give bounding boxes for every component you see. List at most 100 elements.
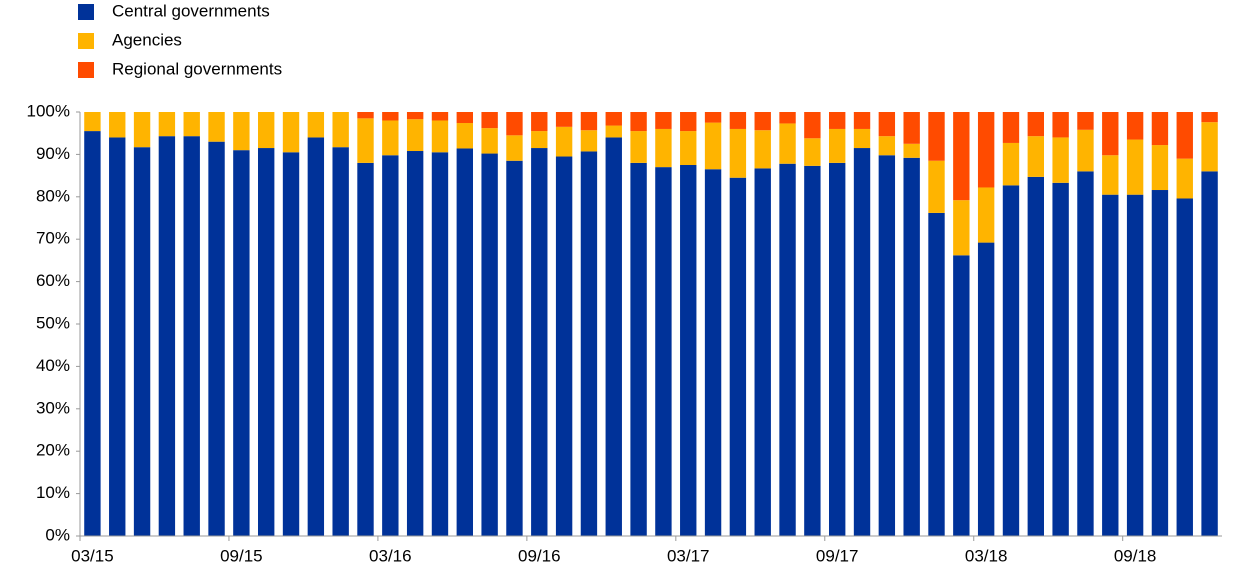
bar-segment: [357, 162, 374, 536]
y-tick-label: 40%: [36, 356, 70, 375]
bar-segment: [977, 112, 995, 188]
bar-segment: [729, 112, 747, 129]
bar-segment: [1201, 122, 1218, 172]
bar-segment: [779, 163, 796, 536]
bar-segment: [531, 112, 548, 132]
bar-segment: [754, 130, 771, 169]
bar-segment: [829, 162, 846, 536]
bar-segment: [928, 112, 945, 161]
bar-segment: [531, 131, 548, 149]
bar-segment: [928, 212, 945, 537]
x-tick-label: 09/17: [816, 546, 859, 565]
y-tick-label: 100%: [27, 101, 70, 120]
bar-segment: [953, 200, 970, 256]
bar-segment: [1027, 112, 1044, 137]
bar-segment: [655, 167, 672, 536]
bar-segment: [183, 136, 200, 536]
bar-segment: [1002, 142, 1020, 186]
bar-segment: [977, 242, 995, 537]
y-tick-label: 20%: [36, 441, 70, 460]
bar-segment: [84, 131, 101, 536]
bar-segment: [282, 152, 300, 536]
bar-segment: [133, 112, 151, 148]
bar-segment: [1126, 112, 1144, 140]
bar-segment: [282, 112, 300, 153]
bar-segment: [580, 112, 598, 131]
bar-segment: [1002, 112, 1020, 143]
bar-segment: [531, 148, 548, 537]
bar-segment: [1052, 182, 1069, 537]
bar-segment: [109, 112, 126, 138]
bar-segment: [754, 112, 771, 131]
bar-segment: [1151, 190, 1169, 537]
y-tick-label: 10%: [36, 483, 70, 502]
bar-segment: [953, 255, 970, 536]
x-tick-label: 09/18: [1114, 546, 1157, 565]
y-tick-label: 70%: [36, 229, 70, 248]
bar-segment: [1201, 112, 1218, 123]
bar-segment: [680, 165, 697, 536]
x-tick-label: 03/17: [667, 546, 710, 565]
bar-segment: [1002, 185, 1020, 537]
bar-segment: [84, 112, 101, 132]
bar-segment: [481, 128, 498, 154]
bar-segment: [804, 112, 821, 139]
bar-segment: [382, 155, 399, 537]
bar-segment: [704, 112, 722, 123]
bar-segment: [779, 112, 796, 124]
bar-segment: [1176, 158, 1193, 199]
bar-segment: [630, 131, 647, 163]
bar-segment: [133, 147, 151, 536]
bar-segment: [506, 135, 523, 161]
bar-segment: [928, 160, 945, 213]
bar-segment: [456, 148, 473, 537]
bar-segment: [1176, 112, 1193, 159]
x-tick-label: 09/16: [518, 546, 561, 565]
bar-segment: [1126, 139, 1144, 195]
bar-segment: [953, 112, 970, 201]
bar-segment: [903, 157, 920, 537]
bar-segment: [1151, 145, 1169, 191]
bar-segment: [183, 112, 200, 137]
bar-segment: [1176, 198, 1193, 536]
bar-segment: [829, 128, 846, 163]
legend-label: Regional governments: [112, 59, 282, 78]
bar-segment: [977, 187, 995, 243]
bar-segment: [332, 112, 349, 148]
y-tick-label: 80%: [36, 186, 70, 205]
bar-segment: [481, 153, 498, 536]
bar-segment: [233, 112, 250, 151]
x-tick-label: 03/16: [369, 546, 412, 565]
bar-segment: [1126, 194, 1144, 536]
bar-segment: [580, 130, 598, 152]
bar-segment: [655, 128, 672, 168]
legend-label: Agencies: [112, 30, 182, 49]
bar-segment: [208, 112, 225, 142]
legend-swatch: [78, 62, 94, 78]
bar-segment: [431, 120, 449, 153]
bar-segment: [1151, 112, 1169, 146]
bar-segment: [555, 126, 573, 157]
bar-segment: [754, 168, 771, 536]
bar-segment: [630, 112, 647, 132]
bar-segment: [506, 160, 523, 536]
bar-segment: [208, 141, 225, 536]
bar-segment: [680, 112, 697, 132]
bar-segment: [829, 112, 846, 129]
bar-segment: [456, 112, 473, 124]
bar-segment: [456, 123, 473, 149]
bar-segment: [431, 152, 449, 536]
bar-segment: [704, 122, 722, 170]
bar-segment: [878, 136, 896, 156]
bar-segment: [1201, 171, 1218, 537]
bar-segment: [1077, 129, 1094, 172]
bar-segment: [804, 165, 821, 536]
bar-segment: [555, 112, 573, 127]
bar-segment: [307, 112, 325, 138]
bar-segment: [1102, 112, 1119, 156]
bar-segment: [1102, 155, 1119, 195]
bar-segment: [233, 150, 250, 536]
y-tick-label: 60%: [36, 271, 70, 290]
bar-segment: [853, 112, 871, 129]
